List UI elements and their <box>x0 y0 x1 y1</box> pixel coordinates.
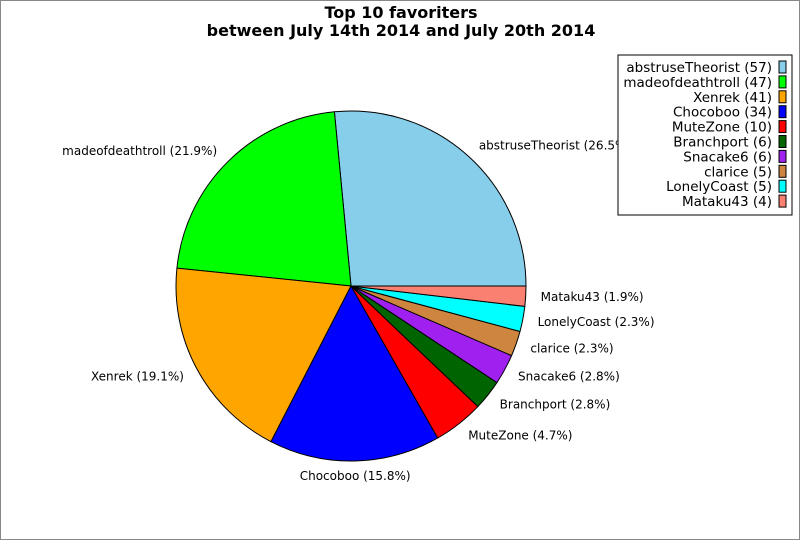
legend-box <box>617 54 793 216</box>
legend-entry: Xenrek (41) <box>693 90 772 106</box>
slice-label: MuteZone (4.7%) <box>468 429 572 443</box>
legend-entry: madeofdeathtroll (47) <box>623 75 772 91</box>
legend-entry: Mataku43 (4) <box>682 194 772 210</box>
slice-label: Branchport (2.8%) <box>500 397 611 411</box>
legend-swatch <box>778 90 787 104</box>
pie-slice-Chocoboo <box>270 284 439 462</box>
pie-slice-abstruseTheorist <box>333 110 527 287</box>
pie-slice-Mataku43 <box>350 285 527 307</box>
pie-slice-madeofdeathtroll <box>176 111 352 287</box>
legend-entry: Snacake6 (6) <box>683 149 772 165</box>
slice-label: Snacake6 (2.8%) <box>518 370 620 384</box>
legend-swatch <box>778 60 787 74</box>
slice-label: LonelyCoast (2.3%) <box>538 315 655 329</box>
chart-title-line-2: between July 14th 2014 and July 20th 201… <box>207 21 596 40</box>
legend-swatch <box>778 135 787 148</box>
chart-title-line-1: Top 10 favoriters <box>324 3 477 22</box>
legend-swatch <box>778 194 787 208</box>
slice-label: madeofdeathtroll (21.9%) <box>62 144 217 158</box>
pie-slice-Xenrek <box>175 267 352 443</box>
slice-label: abstruseTheorist (26.5%) <box>479 138 631 152</box>
slice-label: Xenrek (19.1%) <box>91 370 184 384</box>
legend-entry: LonelyCoast (5) <box>666 179 772 195</box>
slice-label: Chocoboo (15.8%) <box>300 469 411 483</box>
legend-entry: abstruseTheorist (57) <box>626 60 772 76</box>
legend-entry: clarice (5) <box>704 164 772 180</box>
legend-entry: MuteZone (10) <box>672 120 772 136</box>
legend-swatch <box>778 164 787 178</box>
legend-entry: Chocoboo (34) <box>673 105 772 121</box>
legend-swatch <box>778 149 787 163</box>
legend-swatch <box>778 179 787 193</box>
legend-entry: Branchport (6) <box>673 135 772 151</box>
legend-swatch <box>778 75 787 89</box>
slice-label: clarice (2.3%) <box>530 342 613 356</box>
legend: abstruseTheorist (57)madeofdeathtroll (4… <box>617 54 793 216</box>
slice-label: Mataku43 (1.9%) <box>541 290 644 304</box>
legend-swatch <box>778 105 787 119</box>
legend-swatch <box>778 120 787 134</box>
